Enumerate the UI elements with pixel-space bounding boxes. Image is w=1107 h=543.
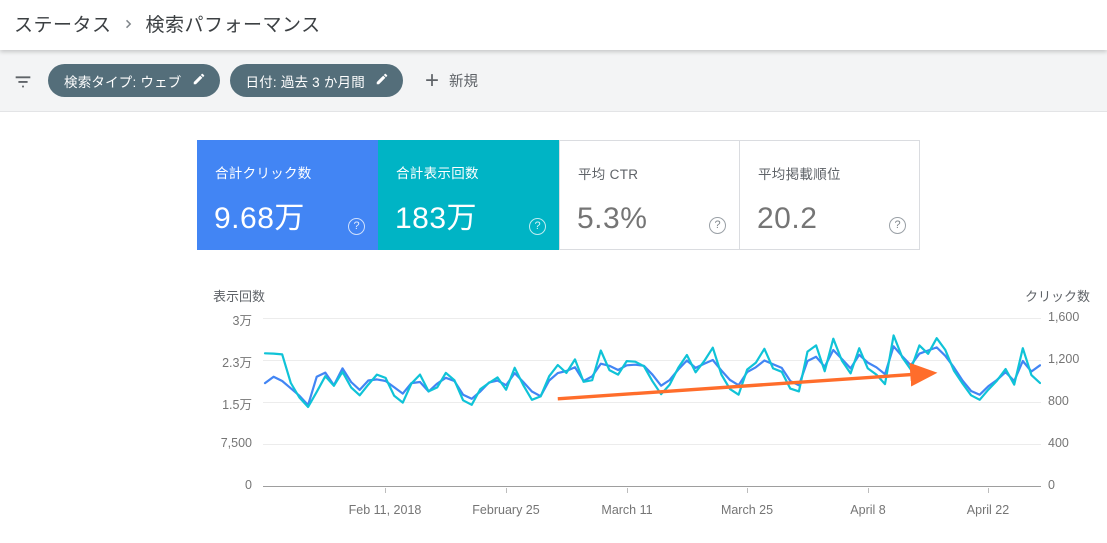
x-axis-line (263, 486, 1041, 487)
right-axis-title: クリック数 (1024, 289, 1090, 304)
card-value: 5.3% (577, 202, 648, 235)
x-tick-label: Feb 11, 2018 (348, 503, 422, 517)
x-tick-mark (747, 488, 748, 493)
metric-cards: 合計クリック数 9.68万 合計表示回数 183万 平均 CTR 5.3% 平均… (197, 140, 920, 250)
filter-chip-date[interactable]: 日付: 過去 3 か月間 (229, 64, 403, 97)
y-tick-right: 1,600 (1048, 310, 1080, 324)
x-tick-mark (988, 488, 989, 493)
gridline (263, 444, 1041, 445)
y-tick-right: 400 (1048, 436, 1069, 450)
x-tick-label: March 11 (601, 503, 653, 517)
help-icon[interactable] (709, 217, 726, 234)
x-tick-label: February 25 (472, 503, 540, 517)
card-label: 合計表示回数 (396, 166, 479, 181)
y-tick-left: 2.3万 (222, 356, 252, 370)
plus-icon: + (424, 66, 439, 94)
y-tick-left: 3万 (232, 314, 252, 328)
y-tick-left: 7,500 (220, 436, 252, 450)
y-tick-right: 0 (1048, 478, 1055, 492)
breadcrumb: ステータス 検索パフォーマンス (14, 10, 321, 37)
breadcrumb-search-performance: 検索パフォーマンス (145, 15, 321, 36)
card-total-clicks[interactable]: 合計クリック数 9.68万 (197, 140, 378, 250)
filter-chip-label: 検索タイプ: ウェブ (64, 74, 182, 90)
card-value: 20.2 (757, 202, 818, 235)
card-average-ctr[interactable]: 平均 CTR 5.3% (559, 140, 740, 250)
breadcrumb-status[interactable]: ステータス (14, 15, 112, 36)
filter-list-icon[interactable] (12, 70, 34, 92)
performance-chart-svg[interactable] (263, 310, 1041, 486)
help-icon[interactable] (889, 217, 906, 234)
card-label: 平均掲載順位 (758, 167, 841, 182)
x-tick-label: April 22 (966, 503, 1010, 517)
card-average-position[interactable]: 平均掲載順位 20.2 (739, 140, 920, 250)
card-label: 平均 CTR (578, 167, 639, 182)
chart-series-group (263, 334, 1041, 409)
series-line-impressions (263, 334, 1041, 409)
card-label: 合計クリック数 (215, 166, 312, 181)
filter-bar: 検索タイプ: ウェブ 日付: 過去 3 か月間 + 新規 (0, 50, 1107, 112)
card-value: 183万 (395, 202, 478, 235)
y-tick-left: 1.5万 (222, 398, 252, 412)
x-tick-mark (627, 488, 628, 493)
y-tick-left: 0 (245, 478, 252, 492)
help-icon[interactable] (529, 218, 546, 235)
x-tick-mark (868, 488, 869, 493)
card-value: 9.68万 (214, 202, 305, 235)
x-tick-label: April 8 (850, 503, 886, 517)
edit-pencil-icon (375, 72, 389, 89)
left-axis-title: 表示回数 (213, 289, 266, 304)
filter-chip-label: 日付: 過去 3 か月間 (245, 74, 365, 90)
performance-chart: 表示回数 クリック数 3万 2.3万 1.5万 7,500 0 1,600 1,… (0, 280, 1107, 543)
x-tick-mark (506, 488, 507, 493)
gridline (263, 360, 1041, 361)
gridline (263, 318, 1041, 319)
trend-arrow (557, 362, 938, 401)
card-total-impressions[interactable]: 合計表示回数 183万 (378, 140, 559, 250)
y-tick-right: 1,200 (1048, 352, 1080, 366)
gridline (263, 402, 1041, 403)
filter-chip-search-type[interactable]: 検索タイプ: ウェブ (48, 64, 220, 97)
new-filter-label: 新規 (448, 74, 478, 90)
x-tick-label: March 25 (720, 503, 774, 517)
help-icon[interactable] (348, 218, 365, 235)
y-tick-right: 800 (1048, 394, 1069, 408)
new-filter-button[interactable]: + 新規 (424, 66, 478, 94)
x-tick-mark (385, 488, 386, 493)
edit-pencil-icon (192, 72, 206, 89)
chevron-right-icon (120, 15, 138, 33)
page-header: ステータス 検索パフォーマンス (0, 0, 1107, 50)
